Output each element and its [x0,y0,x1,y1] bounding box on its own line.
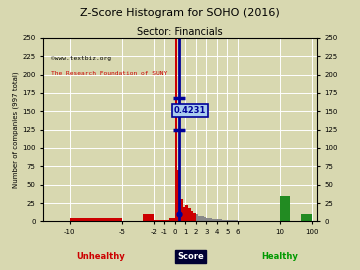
Bar [185,205,188,221]
Text: The Research Foundation of SUNY: The Research Foundation of SUNY [51,70,168,76]
Text: Sector: Financials: Sector: Financials [137,27,223,37]
Bar [301,214,311,221]
Bar [198,215,201,221]
Bar [190,211,193,221]
Text: Score: Score [177,252,204,261]
Bar [154,220,164,221]
Text: 0.4231: 0.4231 [174,106,206,115]
Text: Unhealthy: Unhealthy [77,252,125,261]
Bar [183,207,185,221]
Bar [212,219,217,221]
Bar [196,214,198,221]
Y-axis label: Number of companies (997 total): Number of companies (997 total) [13,71,19,188]
Text: Z-Score Histogram for SOHO (2016): Z-Score Histogram for SOHO (2016) [80,8,280,18]
Bar [69,218,122,221]
Text: Healthy: Healthy [261,252,298,261]
Bar [201,216,204,221]
Bar [193,212,196,221]
Bar [177,170,180,221]
Bar [175,38,177,221]
Bar [217,219,222,221]
Bar [164,220,170,221]
Bar [222,220,228,221]
Bar [143,214,154,221]
Bar [204,217,206,221]
Bar [280,196,291,221]
Text: ©www.textbiz.org: ©www.textbiz.org [51,56,111,61]
Bar [180,199,183,221]
Bar [228,220,238,221]
Bar [170,218,175,221]
Bar [188,208,190,221]
Bar [206,218,212,221]
